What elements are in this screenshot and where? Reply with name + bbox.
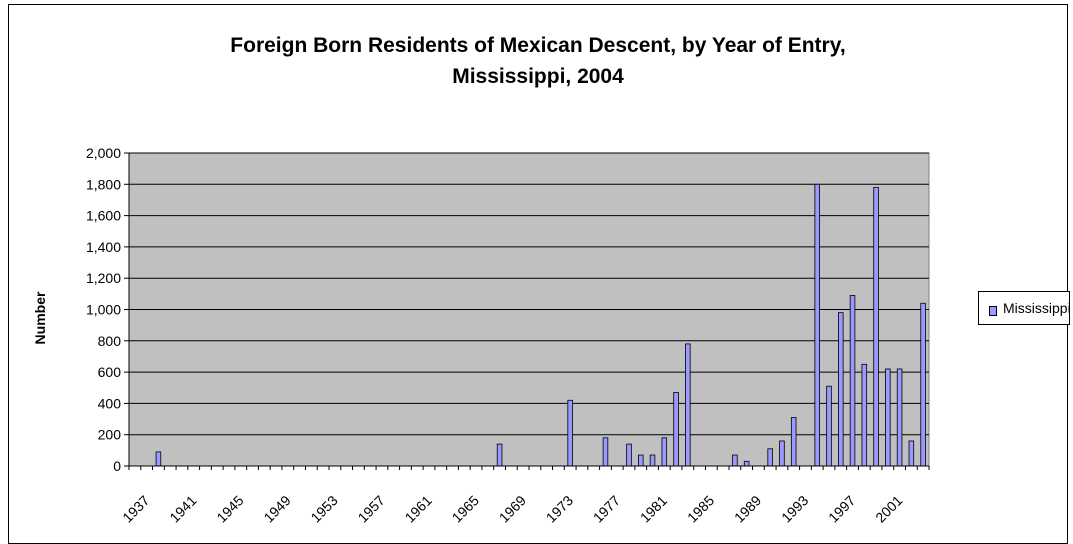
bar	[896, 368, 903, 467]
chart-title-line-2: Mississippi, 2004	[452, 65, 624, 88]
legend: Mississippi	[978, 291, 1071, 325]
bar	[873, 187, 879, 467]
x-tick-label: 1941	[166, 492, 199, 525]
bar	[767, 448, 773, 467]
bar	[155, 451, 162, 467]
bar	[849, 295, 856, 467]
y-tick-label: 1,800	[86, 176, 121, 192]
y-tick-label: 2,000	[86, 145, 121, 161]
x-tick-label: 1965	[449, 492, 482, 525]
bar	[779, 440, 785, 467]
y-tick-label: 400	[98, 395, 122, 411]
y-tick-label: 1,600	[86, 208, 121, 224]
x-tick-label: 1961	[402, 492, 435, 525]
bar	[790, 417, 797, 467]
y-tick-label: 1,200	[86, 270, 121, 286]
bar	[908, 440, 915, 467]
bar	[496, 443, 503, 467]
bar	[732, 454, 738, 467]
chart-title-line-1: Foreign Born Residents of Mexican Descen…	[230, 34, 846, 57]
x-tick-label: 1953	[307, 492, 340, 525]
legend-swatch	[989, 306, 997, 316]
x-tick-label: 1981	[637, 492, 670, 525]
y-tick-label: 1,400	[86, 239, 121, 255]
x-tick-label: 2001	[872, 492, 905, 525]
bar	[567, 399, 573, 467]
legend-label: Mississippi	[1003, 300, 1071, 316]
bar	[814, 183, 820, 467]
x-tick-label: 1957	[355, 492, 388, 525]
x-tick-label: 1989	[731, 492, 764, 525]
bar	[602, 437, 609, 467]
bar	[920, 302, 926, 467]
y-tick-label: 1,000	[86, 302, 121, 318]
bar	[649, 454, 656, 467]
bar	[685, 343, 691, 467]
bar	[885, 368, 891, 467]
y-tick-label: 600	[98, 364, 122, 380]
x-tick-label: 1997	[825, 492, 858, 525]
y-tick-label: 800	[98, 333, 122, 349]
bar	[743, 460, 750, 467]
bar-chart: 0 200 400 600 800 1,000 1,200 1,400 1,600 1,800 2,…	[86, 145, 930, 526]
x-tick-label: 1937	[119, 492, 152, 525]
bar	[626, 443, 632, 467]
bar	[673, 392, 679, 467]
chart-title: Foreign Born Residents of Mexican Descen…	[8, 30, 1068, 92]
y-tick-label: 0	[113, 458, 121, 474]
x-tick-label: 1949	[260, 492, 293, 525]
x-tick-label: 1973	[543, 492, 576, 525]
x-tick-label: 1993	[778, 492, 811, 525]
x-tick-label: 1969	[496, 492, 529, 525]
bar	[661, 437, 668, 467]
bar	[838, 312, 844, 467]
y-tick-label: 200	[98, 427, 122, 443]
bar	[861, 363, 868, 467]
x-tick-label: 1985	[684, 492, 717, 525]
bar	[638, 454, 644, 467]
x-tick-label: 1977	[590, 492, 623, 525]
x-tick-label: 1945	[213, 492, 246, 525]
bar	[826, 385, 832, 467]
